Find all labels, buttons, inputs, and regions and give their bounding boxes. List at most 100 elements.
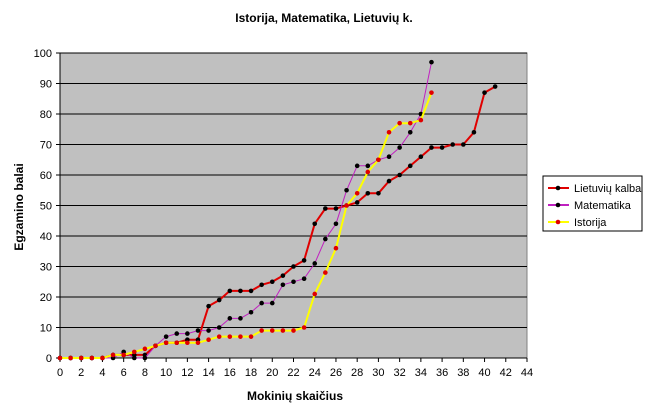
data-point — [323, 270, 328, 275]
data-point — [206, 303, 211, 309]
data-point — [291, 279, 296, 285]
data-point — [344, 203, 349, 208]
y-tick-label: 60 — [40, 170, 52, 182]
data-point — [185, 331, 190, 336]
legend-swatch-marker — [555, 202, 561, 208]
chart-title: Istorija, Matematika, Lietuvių k. — [235, 11, 412, 25]
data-point — [216, 325, 222, 330]
y-tick-label: 80 — [40, 109, 52, 121]
data-point — [386, 178, 392, 184]
data-point — [227, 334, 233, 339]
data-point — [248, 288, 254, 294]
data-point — [386, 154, 392, 159]
x-tick-label: 10 — [160, 367, 172, 379]
data-point — [397, 145, 402, 150]
x-tick-label: 44 — [521, 367, 533, 379]
data-point — [280, 328, 286, 333]
y-tick-label: 100 — [34, 48, 52, 60]
x-tick-label: 38 — [457, 367, 469, 379]
data-point — [174, 331, 180, 336]
data-point — [216, 297, 222, 303]
x-tick-label: 0 — [57, 367, 63, 379]
data-point — [174, 340, 180, 346]
x-tick-label: 12 — [181, 367, 193, 379]
data-point — [365, 163, 371, 169]
x-tick-label: 32 — [394, 367, 406, 379]
legend-label: Lietuvių kalba — [574, 183, 642, 195]
data-point — [312, 221, 318, 227]
x-tick-label: 22 — [287, 367, 299, 379]
data-point — [450, 142, 456, 147]
data-point — [259, 282, 264, 288]
data-point — [259, 328, 264, 333]
data-point — [163, 334, 169, 339]
data-point — [365, 169, 371, 175]
x-tick-label: 2 — [78, 367, 84, 379]
x-tick-label: 34 — [415, 367, 427, 379]
data-point — [323, 206, 328, 211]
data-point — [376, 157, 381, 163]
data-point — [407, 130, 413, 135]
data-point — [461, 142, 466, 147]
data-point — [471, 130, 477, 135]
data-point — [248, 309, 254, 315]
x-tick-label: 26 — [330, 367, 342, 379]
x-tick-label: 40 — [478, 367, 490, 379]
data-point — [131, 355, 137, 361]
legend-swatch-marker — [555, 219, 561, 225]
data-point — [238, 316, 243, 321]
data-point — [89, 355, 95, 361]
data-point — [280, 273, 286, 278]
y-axis-title: Egzamino balai — [12, 163, 26, 250]
x-tick-label: 8 — [142, 367, 148, 379]
data-point — [269, 279, 275, 285]
data-point — [195, 340, 201, 346]
data-point — [248, 334, 254, 339]
data-point — [354, 191, 360, 196]
legend-label: Matematika — [574, 200, 632, 212]
x-tick-label: 30 — [372, 367, 384, 379]
data-point — [365, 191, 371, 196]
data-point — [291, 328, 296, 333]
data-point — [312, 261, 318, 266]
x-axis-title: Mokinių skaičius — [247, 389, 343, 403]
data-point — [354, 200, 360, 205]
x-tick-label: 18 — [245, 367, 257, 379]
data-point — [68, 355, 73, 361]
data-point — [78, 355, 84, 361]
data-point — [142, 346, 148, 352]
x-tick-label: 36 — [436, 367, 448, 379]
data-point — [100, 355, 105, 361]
y-tick-label: 30 — [40, 262, 52, 274]
data-point — [238, 334, 243, 339]
data-point — [429, 59, 434, 65]
data-point — [121, 352, 126, 358]
y-tick-label: 20 — [40, 292, 52, 304]
data-point — [397, 172, 402, 178]
data-point — [269, 328, 275, 333]
x-tick-label: 28 — [351, 367, 363, 379]
data-point — [57, 355, 63, 361]
data-point — [439, 145, 445, 150]
data-point — [482, 90, 487, 95]
legend: Lietuvių kalba Matematika Istorija — [542, 175, 643, 232]
data-point — [216, 334, 222, 339]
data-point — [333, 245, 339, 251]
data-point — [142, 355, 148, 361]
data-point — [238, 288, 243, 294]
data-point — [301, 258, 307, 263]
data-point — [386, 130, 392, 135]
y-tick-label: 0 — [46, 353, 52, 365]
data-point — [227, 288, 233, 294]
data-point — [301, 276, 307, 282]
data-point — [323, 236, 328, 242]
legend-swatch-marker — [555, 185, 561, 191]
data-point — [492, 84, 498, 89]
data-point — [333, 221, 339, 227]
data-point — [429, 145, 434, 150]
data-point — [291, 264, 296, 269]
data-point — [269, 300, 275, 306]
